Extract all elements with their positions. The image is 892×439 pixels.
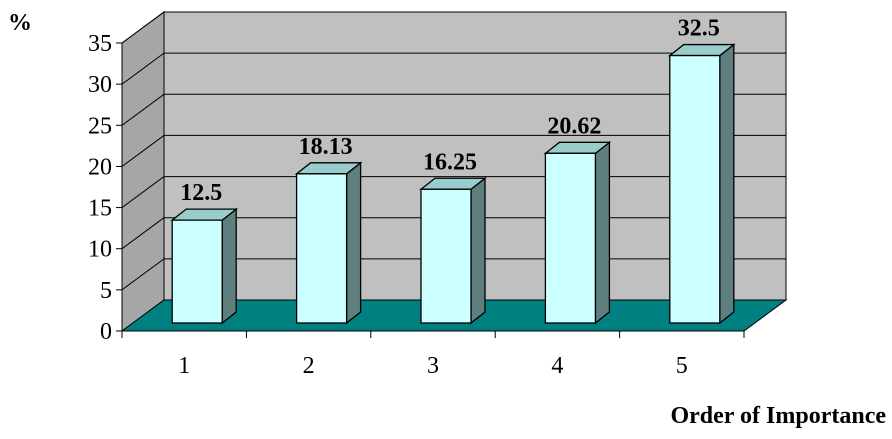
y-tick-label: 25 (88, 113, 112, 139)
bar-front-face (669, 54, 721, 324)
gridline-side (121, 11, 165, 44)
bar-side-face (221, 207, 237, 325)
bar-front-face (544, 152, 597, 324)
x-tick-label: 2 (303, 353, 315, 379)
gridline-side (121, 52, 165, 85)
bar-side-face (470, 176, 486, 325)
x-tick-label: 4 (551, 353, 563, 379)
labels: 0 5 10 15 20 25 30 35 12.5 1 18.13 2 16.25 3 20.62 4 32.… (88, 16, 720, 379)
gridline-side (121, 93, 165, 126)
bar-front-face (420, 188, 472, 324)
y-axis-label: % (8, 10, 32, 36)
x-axis-label: Order of Importance (670, 403, 886, 429)
y-tick-label: 15 (88, 196, 112, 222)
y-tick-label: 5 (100, 278, 112, 304)
gridline-side (121, 258, 165, 291)
bar-side-face (594, 140, 611, 325)
bar (170, 207, 239, 325)
bar (419, 176, 487, 325)
bar-front-face (295, 173, 348, 324)
y-tick-label: 35 (88, 31, 112, 57)
bars (170, 43, 736, 325)
data-label: 32.5 (678, 16, 720, 42)
bar (543, 140, 612, 325)
bar (294, 161, 363, 325)
side-wall (121, 11, 165, 332)
gridline-side (121, 135, 165, 167)
y-tick-label: 10 (88, 237, 112, 263)
y-tick-label: 0 (100, 319, 112, 345)
y-tick-label: 30 (88, 72, 112, 98)
bar-side-face (345, 161, 362, 325)
data-label: 16.25 (423, 149, 477, 175)
bar (667, 43, 736, 325)
gridline-side (121, 217, 165, 250)
bar-side-face (719, 43, 735, 325)
bar-front-face (171, 219, 223, 324)
x-tick-label: 1 (178, 353, 190, 379)
data-label: 12.5 (180, 180, 222, 206)
data-label: 18.13 (299, 134, 353, 160)
data-label: 20.62 (547, 113, 601, 139)
gridline-side (121, 176, 165, 208)
y-tick-label: 20 (88, 154, 112, 180)
x-tick-label: 5 (676, 353, 688, 379)
x-tick-label: 3 (427, 353, 439, 379)
axes (116, 42, 745, 338)
